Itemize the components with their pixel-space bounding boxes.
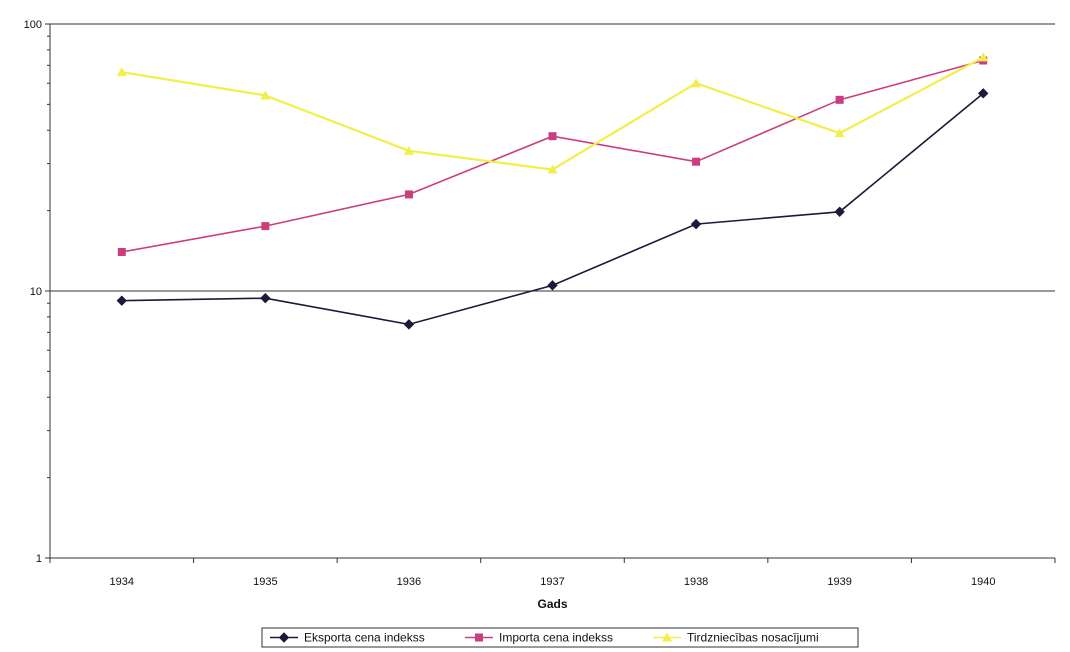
series-2 — [116, 52, 989, 174]
y-tick-label: 1 — [36, 553, 42, 565]
legend-swatch-marker — [662, 632, 672, 642]
data-point — [261, 222, 270, 231]
axes — [45, 23, 1056, 563]
legend-label: Tirdzniecības nosacījumi — [687, 631, 819, 645]
data-point — [692, 157, 701, 166]
data-point — [116, 295, 127, 306]
data-point — [403, 145, 414, 155]
legend-swatch-marker — [278, 632, 290, 643]
series-1 — [117, 56, 988, 256]
x-tick-label: 1934 — [110, 576, 134, 588]
data-point — [834, 206, 845, 217]
data-point — [403, 319, 415, 330]
series-line — [121, 56, 984, 171]
data-point — [404, 190, 413, 199]
x-tick-label: 1939 — [827, 576, 851, 588]
data-point — [691, 78, 702, 88]
data-point — [978, 88, 989, 99]
y-tick-label: 10 — [30, 286, 42, 298]
series-line — [121, 59, 984, 253]
data-point — [834, 128, 845, 138]
legend-item: Eksporta cena indekss — [270, 631, 425, 645]
y-tick-label: 100 — [24, 19, 42, 31]
legend-item: Tirdzniecības nosacījumi — [653, 631, 819, 645]
data-point — [547, 164, 558, 174]
data-point — [260, 292, 271, 304]
legend-label: Importa cena indekss — [499, 631, 613, 645]
data-point — [835, 95, 844, 104]
data-point — [978, 52, 989, 62]
legend-swatch-marker — [475, 633, 483, 642]
x-tick-label: 1937 — [540, 576, 564, 588]
x-tick-label: 1935 — [253, 576, 277, 588]
legend-label: Eksporta cena indekss — [304, 631, 425, 645]
data-point — [547, 280, 558, 291]
data-point — [260, 90, 271, 100]
legend-item: Importa cena indekss — [465, 631, 613, 645]
x-axis-title: Gads — [537, 597, 567, 611]
x-tick-labels: 1934 1935 1936 1937 1938 1939 1940 — [110, 576, 996, 588]
data-point — [690, 218, 702, 230]
legend: Eksporta cena indekss Importa cena indeks… — [261, 627, 859, 648]
y-tick-labels: 1 10 100 — [24, 19, 42, 565]
data-point — [117, 247, 126, 256]
legend-box — [261, 627, 859, 648]
series-layer — [116, 52, 989, 330]
data-point — [548, 132, 557, 141]
x-tick-label: 1938 — [684, 576, 708, 588]
data-point — [116, 67, 127, 77]
gridlines — [50, 23, 1055, 559]
x-tick-label: 1940 — [971, 576, 995, 588]
x-tick-label: 1936 — [397, 576, 421, 588]
series-0 — [116, 88, 989, 330]
